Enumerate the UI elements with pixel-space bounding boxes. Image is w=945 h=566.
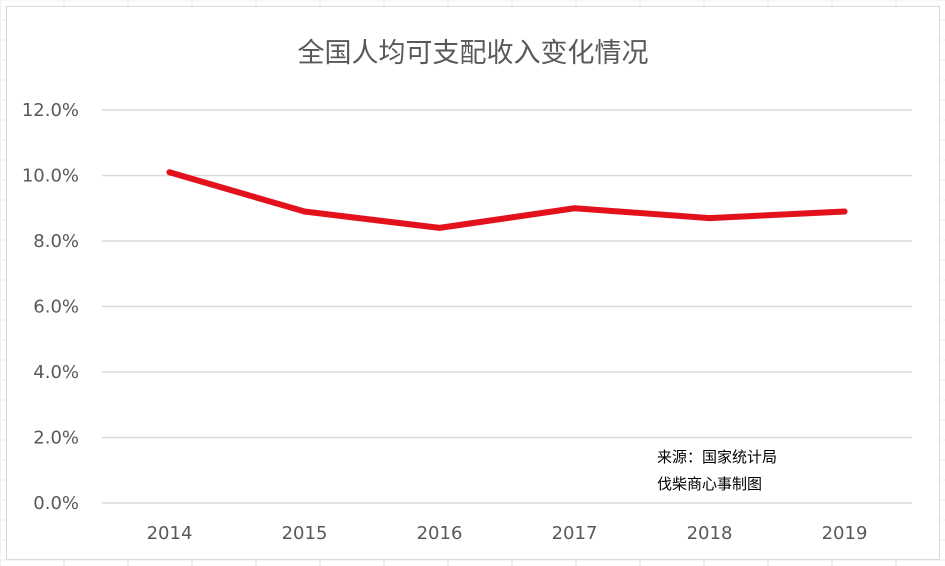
x-tick-label: 2017 [552, 523, 598, 544]
y-tick-label: 8.0% [33, 231, 79, 252]
gridlines [102, 109, 912, 504]
data-point[interactable] [841, 208, 848, 215]
y-tick-label: 4.0% [33, 362, 79, 383]
data-point[interactable] [436, 224, 443, 231]
x-tick-label: 2018 [687, 523, 733, 544]
series-line[interactable] [166, 169, 848, 231]
series-layer [166, 169, 848, 231]
x-tick-label: 2015 [282, 523, 328, 544]
y-axis-tick-labels: 0.0% 2.0% 4.0% 6.0% 8.0% 10.0% 12.0% [22, 100, 79, 514]
y-tick-label: 10.0% [22, 166, 79, 187]
credit-note: 伐柴商心事制图 [657, 475, 762, 493]
y-tick-label: 2.0% [33, 428, 79, 449]
source-note: 来源：国家统计局 [657, 448, 777, 466]
line-chart: 全国人均可支配收入变化情况 0.0% 2.0% 4.0% 6.0% 8.0% 10.0% 1… [22, 38, 912, 544]
x-tick-label: 2019 [822, 523, 868, 544]
x-tick-label: 2014 [147, 523, 193, 544]
chart-title: 全国人均可支配收入变化情况 [298, 38, 649, 69]
chart-area[interactable]: 全国人均可支配收入变化情况 0.0% 2.0% 4.0% 6.0% 8.0% 10.0% 1… [6, 6, 940, 560]
data-point[interactable] [166, 169, 173, 176]
x-tick-label: 2016 [417, 523, 463, 544]
y-tick-label: 12.0% [22, 100, 79, 121]
data-point[interactable] [301, 208, 308, 215]
x-axis-tick-labels: 2014 2015 2016 2017 2018 2019 [147, 523, 868, 544]
data-point[interactable] [571, 205, 578, 212]
y-tick-label: 6.0% [33, 297, 79, 318]
data-point[interactable] [706, 215, 713, 222]
y-tick-label: 0.0% [33, 493, 79, 514]
